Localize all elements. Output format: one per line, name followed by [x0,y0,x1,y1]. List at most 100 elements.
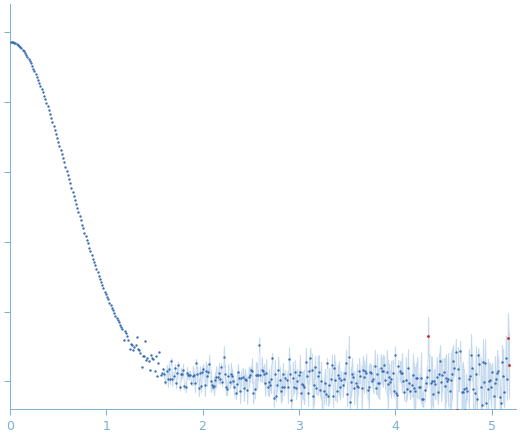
Point [324,392,332,399]
Point [197,383,205,390]
Point [386,379,394,386]
Point [440,382,449,389]
Point [488,368,497,375]
Point [479,358,487,365]
Point [257,366,266,373]
Point [78,221,86,228]
Point [48,118,57,125]
Point [374,379,382,386]
Point [85,244,94,251]
Point [157,372,165,379]
Point [186,371,194,378]
Point [340,376,348,383]
Point [372,384,380,391]
Point [452,406,461,413]
Point [15,42,23,49]
Point [442,374,450,381]
Point [206,378,215,385]
Point [353,383,361,390]
Point [102,291,110,298]
Point [431,381,439,388]
Point [30,68,38,75]
Point [437,379,446,386]
Point [270,370,279,377]
Point [334,372,342,379]
Point [254,372,262,379]
Point [473,396,481,403]
Point [16,44,24,51]
Point [230,384,239,391]
Point [281,375,290,382]
Point [498,359,506,366]
Point [178,370,186,377]
Point [501,355,510,362]
Point [184,371,192,378]
Point [494,367,502,374]
Point [20,48,28,55]
Point [274,366,282,373]
Point [70,192,78,199]
Point [183,369,191,376]
Point [138,352,147,359]
Point [375,380,384,387]
Point [132,341,140,348]
Point [189,372,197,379]
Point [47,114,55,121]
Point [284,383,292,390]
Point [37,86,46,93]
Point [224,372,232,379]
Point [214,374,222,381]
Point [10,39,18,46]
Point [141,337,149,344]
Point [294,372,303,379]
Point [62,167,71,174]
Point [289,375,297,382]
Point [272,392,280,399]
Point [292,385,301,392]
Point [57,146,65,153]
Point [171,364,179,371]
Point [489,393,498,400]
Point [45,107,53,114]
Point [150,368,159,375]
Point [343,391,352,398]
Point [314,372,322,379]
Point [17,45,25,52]
Point [12,41,21,48]
Point [154,359,162,366]
Point [209,383,217,390]
Point [400,388,409,395]
Point [337,376,345,383]
Point [414,384,423,391]
Point [450,364,459,371]
Point [9,38,17,45]
Point [77,217,85,224]
Point [46,111,54,118]
Point [354,384,362,391]
Point [128,342,136,349]
Point [166,376,174,383]
Point [462,385,471,392]
Point [355,368,363,375]
Point [242,376,250,383]
Point [167,358,175,365]
Point [92,265,100,272]
Point [160,370,168,377]
Point [317,378,326,385]
Point [32,70,40,77]
Point [262,370,270,377]
Point [417,374,425,381]
Point [367,370,375,377]
Point [235,375,243,382]
Point [302,359,310,366]
Point [107,302,115,309]
Point [363,387,372,394]
Point [88,255,97,262]
Point [245,371,254,378]
Point [335,375,343,382]
Point [75,213,84,220]
Point [332,388,341,395]
Point [411,388,419,395]
Point [432,373,440,380]
Point [65,176,73,183]
